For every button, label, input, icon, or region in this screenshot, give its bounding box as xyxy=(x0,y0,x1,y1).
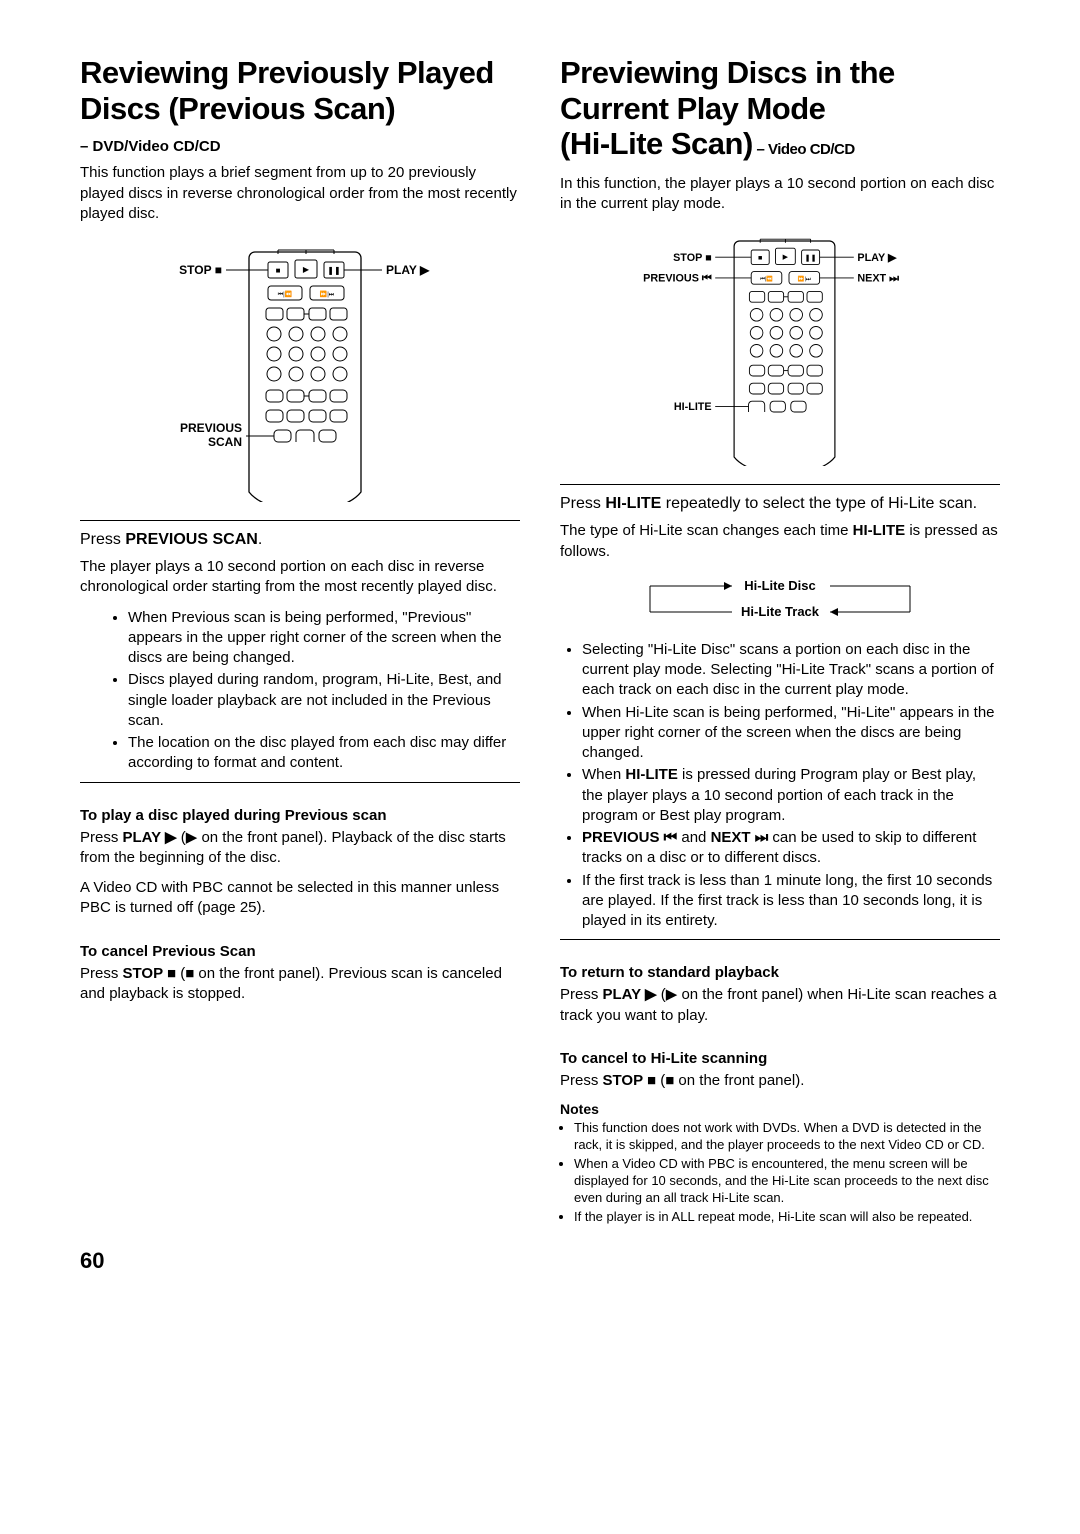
hilite-bullets: Selecting "Hi-Lite Disc" scans a portion… xyxy=(560,640,1000,932)
remote-svg-left: ■ ▶ ❚❚ STOP ■ PLAY ▶ ⏮|⏪ ⏩|⏭ xyxy=(120,242,480,502)
page-number: 60 xyxy=(80,1248,104,1273)
left-column: Reviewing Previously Played Discs (Previ… xyxy=(80,55,520,1228)
previous-scan-bullets: When Previous scan is being performed, "… xyxy=(80,608,520,774)
svg-text:▶: ▶ xyxy=(303,265,310,274)
return-heading: To return to standard playback xyxy=(560,964,1000,981)
left-subtitle: – DVD/Video CD/CD xyxy=(80,138,520,155)
divider xyxy=(80,782,520,783)
svg-text:⏮|⏪: ⏮|⏪ xyxy=(760,276,773,283)
remote-diagram-right: ■ ▶ ❚❚ STOP ■ PLAY ▶ ⏮|⏪ ⏩|⏭ PREVIOUS ⏮ xyxy=(560,232,1000,466)
right-intro: In this function, the player plays a 10 … xyxy=(560,174,1000,215)
press-previous-body: The player plays a 10 second portion on … xyxy=(80,557,520,598)
bullet-item: Discs played during random, program, Hi-… xyxy=(128,670,520,731)
cycle-diagram: Hi-Lite Disc Hi-Lite Track xyxy=(560,574,1000,626)
press-hilite: Press HI-LITE repeatedly to select the t… xyxy=(560,495,1000,513)
svg-text:▶: ▶ xyxy=(783,252,789,261)
label-stop-r: STOP ■ xyxy=(673,252,711,264)
notes-heading: Notes xyxy=(560,1101,1000,1117)
to-cancel-body: Press STOP ■ (■ on the front panel). Pre… xyxy=(80,964,520,1005)
svg-text:Hi-Lite Track: Hi-Lite Track xyxy=(741,604,820,619)
note-item: This function does not work with DVDs. W… xyxy=(574,1120,1000,1154)
return-body: Press PLAY ▶ (▶ on the front panel) when… xyxy=(560,985,1000,1026)
notes-list: This function does not work with DVDs. W… xyxy=(560,1120,1000,1225)
label-previous: PREVIOUS ⏮ xyxy=(643,273,712,285)
svg-text:❚❚: ❚❚ xyxy=(327,266,340,275)
press-previous-scan: Press PREVIOUS SCAN. xyxy=(80,531,520,549)
svg-text:SCAN: SCAN xyxy=(208,435,242,449)
bullet-item: PREVIOUS ⏮ and NEXT ⏭ can be used to ski… xyxy=(582,828,1000,869)
label-next: NEXT ⏭ xyxy=(857,273,899,285)
bullet-item: When Previous scan is being performed, "… xyxy=(128,608,520,669)
label-hilite: HI-LITE xyxy=(674,402,712,414)
note-item: If the player is in ALL repeat mode, Hi-… xyxy=(574,1209,1000,1226)
right-title: Previewing Discs in the Current Play Mod… xyxy=(560,55,1000,162)
page-footer: 60 xyxy=(80,1248,1000,1274)
svg-text:PREVIOUS: PREVIOUS xyxy=(180,421,242,435)
label-play-r: PLAY ▶ xyxy=(857,252,897,264)
svg-text:⏩|⏭: ⏩|⏭ xyxy=(798,276,811,283)
svg-text:⏮|⏪: ⏮|⏪ xyxy=(278,290,293,298)
divider xyxy=(80,520,520,521)
press-hilite-body: The type of Hi-Lite scan changes each ti… xyxy=(560,521,1000,562)
svg-text:❚❚: ❚❚ xyxy=(805,253,817,262)
right-column: Previewing Discs in the Current Play Mod… xyxy=(560,55,1000,1228)
remote-diagram-left: ■ ▶ ❚❚ STOP ■ PLAY ▶ ⏮|⏪ ⏩|⏭ xyxy=(80,242,520,502)
divider xyxy=(560,939,1000,940)
left-intro: This function plays a brief segment from… xyxy=(80,163,520,224)
bullet-item: When HI-LITE is pressed during Program p… xyxy=(582,765,1000,826)
to-play-body: Press PLAY ▶ (▶ on the front panel). Pla… xyxy=(80,828,520,869)
bullet-item: If the first track is less than 1 minute… xyxy=(582,871,1000,932)
note-item: When a Video CD with PBC is encountered,… xyxy=(574,1156,1000,1207)
to-play-heading: To play a disc played during Previous sc… xyxy=(80,807,520,824)
remote-svg-right: ■ ▶ ❚❚ STOP ■ PLAY ▶ ⏮|⏪ ⏩|⏭ PREVIOUS ⏮ xyxy=(600,232,960,466)
svg-text:■: ■ xyxy=(276,266,281,275)
two-column-layout: Reviewing Previously Played Discs (Previ… xyxy=(80,55,1000,1228)
svg-text:Hi-Lite Disc: Hi-Lite Disc xyxy=(744,578,816,593)
cancel-hilite-heading: To cancel to Hi-Lite scanning xyxy=(560,1050,1000,1067)
bullet-item: When Hi-Lite scan is being performed, "H… xyxy=(582,703,1000,764)
bullet-item: Selecting "Hi-Lite Disc" scans a portion… xyxy=(582,640,1000,701)
label-stop: STOP ■ xyxy=(179,263,222,277)
to-play-body2: A Video CD with PBC cannot be selected i… xyxy=(80,878,520,919)
label-play: PLAY ▶ xyxy=(386,263,430,277)
left-title: Reviewing Previously Played Discs (Previ… xyxy=(80,55,520,126)
divider xyxy=(560,484,1000,485)
svg-text:■: ■ xyxy=(758,253,762,262)
bullet-item: The location on the disc played from eac… xyxy=(128,733,520,774)
svg-text:⏩|⏭: ⏩|⏭ xyxy=(320,290,335,298)
cancel-hilite-body: Press STOP ■ (■ on the front panel). xyxy=(560,1071,1000,1091)
to-cancel-heading: To cancel Previous Scan xyxy=(80,943,520,960)
